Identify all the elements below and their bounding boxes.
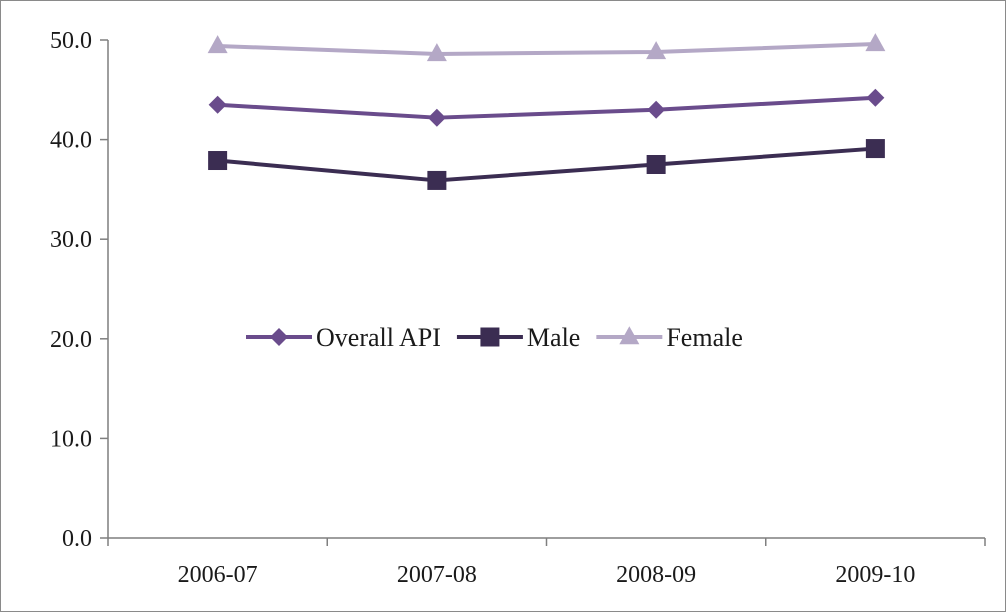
x-tick-label: 2006-07	[178, 562, 258, 588]
data-point-male	[208, 151, 228, 171]
legend-item-male: Male	[456, 323, 580, 352]
x-tick-label: 2008-09	[616, 562, 696, 588]
series-overall-api	[208, 88, 885, 127]
data-point-overall-api	[866, 88, 885, 107]
legend-label-male: Male	[527, 323, 580, 352]
series-line-male	[217, 146, 876, 183]
legend-marker-overall-api	[270, 328, 288, 346]
x-tick-label: 2007-08	[397, 562, 477, 588]
data-point-male	[865, 139, 885, 159]
data-point-male	[427, 170, 447, 190]
data-point-male	[646, 155, 666, 174]
legend-label-overall-api: Overall API	[316, 323, 441, 352]
legend-item-overall-api: Overall API	[246, 323, 441, 352]
legend-marker-female	[619, 326, 640, 345]
y-tick-label: 10.0	[50, 426, 92, 452]
legend-label-female: Female	[666, 323, 743, 352]
data-point-female	[646, 41, 667, 60]
data-point-overall-api	[647, 100, 666, 119]
plot-area	[207, 33, 886, 190]
y-tick-label: 40.0	[50, 128, 92, 154]
data-point-overall-api	[427, 108, 446, 127]
data-point-female	[865, 33, 886, 52]
y-tick-label: 30.0	[50, 227, 92, 253]
y-tick-label: 20.0	[50, 327, 92, 353]
legend: Overall API Male Female	[246, 323, 743, 352]
data-point-female	[426, 43, 447, 62]
series-male	[208, 139, 885, 190]
legend-marker-male	[480, 327, 500, 347]
y-tick-label: 0.0	[62, 526, 92, 552]
series-line-female	[217, 41, 876, 56]
series-line-overall-api	[217, 95, 876, 120]
data-point-female	[207, 35, 228, 54]
series-female	[207, 33, 886, 62]
y-tick-label: 50.0	[50, 28, 92, 54]
legend-item-female: Female	[596, 323, 743, 352]
axes: 0.0 10.0 20.0 30.0 40.0 50.0 2006-07 2007-08 200…	[50, 28, 986, 588]
data-point-overall-api	[208, 95, 227, 114]
x-tick-label: 2009-10	[835, 562, 915, 588]
